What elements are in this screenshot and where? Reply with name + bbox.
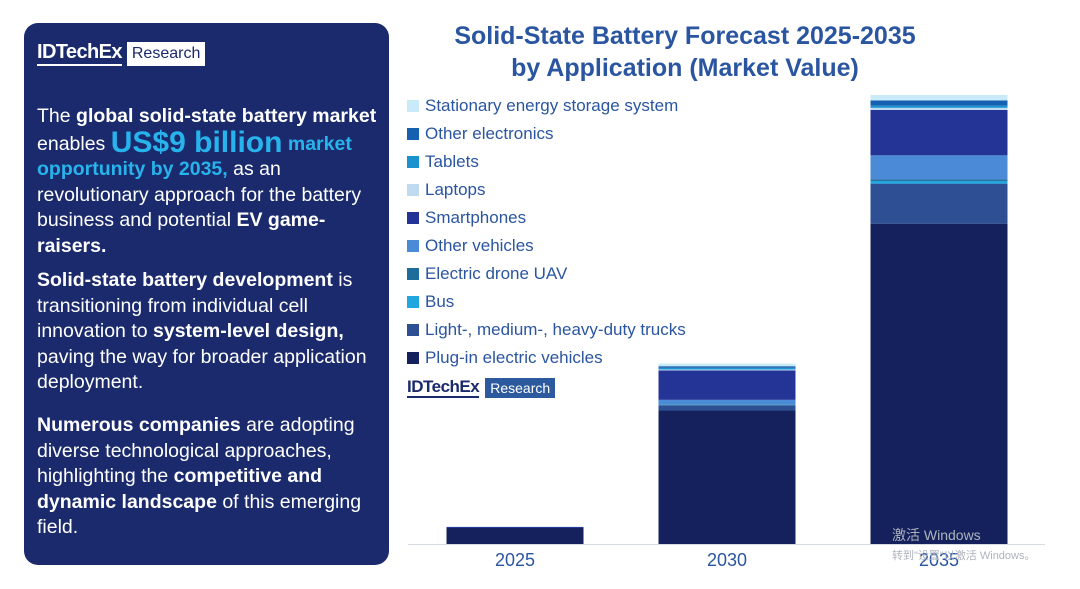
p1-bold-2: EV game-raisers. [37,209,326,257]
legend-swatch [407,184,419,196]
legend-label: Laptops [425,180,486,199]
p2-bold-1: Solid-state battery development [37,269,333,291]
bar-segment [870,180,1008,184]
legend-swatch [407,324,419,336]
bar-segment [870,155,1008,180]
legend-item: Laptops [407,176,686,204]
bar-segment [658,369,796,371]
p1-text-2: enables [37,132,111,155]
legend-swatch [407,156,419,168]
summary-paragraph-1: The global solid-state battery market en… [37,104,379,259]
bar-segment [870,109,1008,156]
p3-bold-1: Numerous companies [37,414,241,436]
legend-item: Plug-in electric vehicles [407,344,686,372]
legend-label: Tablets [425,152,479,171]
legend-label: Smartphones [425,208,527,227]
p2-text-1: is transitioning from individual cell in… [37,269,353,342]
legend-swatch [407,100,419,112]
legend-item: Other electronics [407,120,686,148]
bar-segment [870,105,1008,108]
p3-text-2: of this emerging field. [37,490,362,539]
p3-text-1: are adopting diverse technological appro… [37,414,355,487]
legend-swatch [407,352,419,364]
bar-segment [658,367,796,370]
p1-bold-1: global solid-state battery market [76,105,377,127]
legend-item: Other vehicles [407,232,686,260]
x-tick-label: 2030 [707,550,747,570]
brand-tag: Research [126,41,206,66]
legend-label: Light-, medium-, heavy-duty trucks [425,320,686,339]
p1-text-3: as an revolutionary approach for the bat… [37,158,362,231]
bar-segment [870,95,1008,101]
bar-segment [870,183,1008,224]
legend-item: Smartphones [407,204,686,232]
bar-segment [870,107,1008,110]
bar-segment [658,370,796,400]
bar-segment [658,404,796,405]
legend-label: Stationary energy storage system [425,96,679,115]
bar-segment [658,363,796,367]
legend-item: Electric drone UAV [407,260,686,288]
brand-logo: IDTechEx Research [37,41,206,66]
bar-segment [446,527,584,544]
bar-segment [658,399,796,405]
chart-brand-tag: Research [485,377,556,398]
activation-watermark-sub: 转到"设置"以激活 Windows。 [892,550,1036,562]
legend-swatch [407,240,419,252]
bar-segment [870,179,1008,181]
brand-name: IDTechEx [37,41,122,66]
legend-label: Other electronics [425,124,554,143]
bar-segment [658,366,796,368]
legend-item: Tablets [407,148,686,176]
chart-brand-name: IDTechEx [407,377,480,398]
p2-bold-2: system-level design, [153,320,344,342]
p3-bold-2: competitive and dynamic landscape [37,465,323,513]
bar-segment [658,405,796,411]
activation-watermark: 激活 Windows [892,527,981,543]
summary-paragraph-2: Solid-state battery development is trans… [37,268,379,396]
legend-label: Plug-in electric vehicles [425,348,603,367]
chart-brand-logo: IDTechEx Research [407,377,556,398]
legend-swatch [407,268,419,280]
legend-label: Other vehicles [425,236,534,255]
legend-label: Bus [425,292,455,311]
p2-text-2: paving the way for broader application d… [37,345,367,394]
legend-label: Electric drone UAV [425,264,568,283]
p1-highlight-text: market opportunity by 2035, [37,132,352,181]
summary-paragraph-3: Numerous companies are adopting diverse … [37,413,379,541]
legend-item: Stationary energy storage system [407,92,686,120]
legend-item: Light-, medium-, heavy-duty trucks [407,316,686,344]
x-tick-label: 2025 [495,550,535,570]
bar-segment [658,404,796,406]
info-panel: IDTechEx Research The global solid-state… [24,23,389,565]
bar-segment [870,223,1008,545]
bar-segment [446,526,584,528]
bar-segment [870,100,1008,106]
p1-text-1: The [37,105,77,127]
legend-item: Bus [407,288,686,316]
p1-highlight-value: US$9 billion [110,125,283,159]
x-tick-label: 2035 [919,550,959,570]
legend-swatch [407,296,419,308]
chart-legend: Stationary energy storage system Other el… [407,92,686,372]
bar-segment [658,410,796,544]
chart-title: Solid-State Battery Forecast 2025-2035 b… [454,22,916,82]
legend-swatch [407,212,419,224]
legend-swatch [407,128,419,140]
